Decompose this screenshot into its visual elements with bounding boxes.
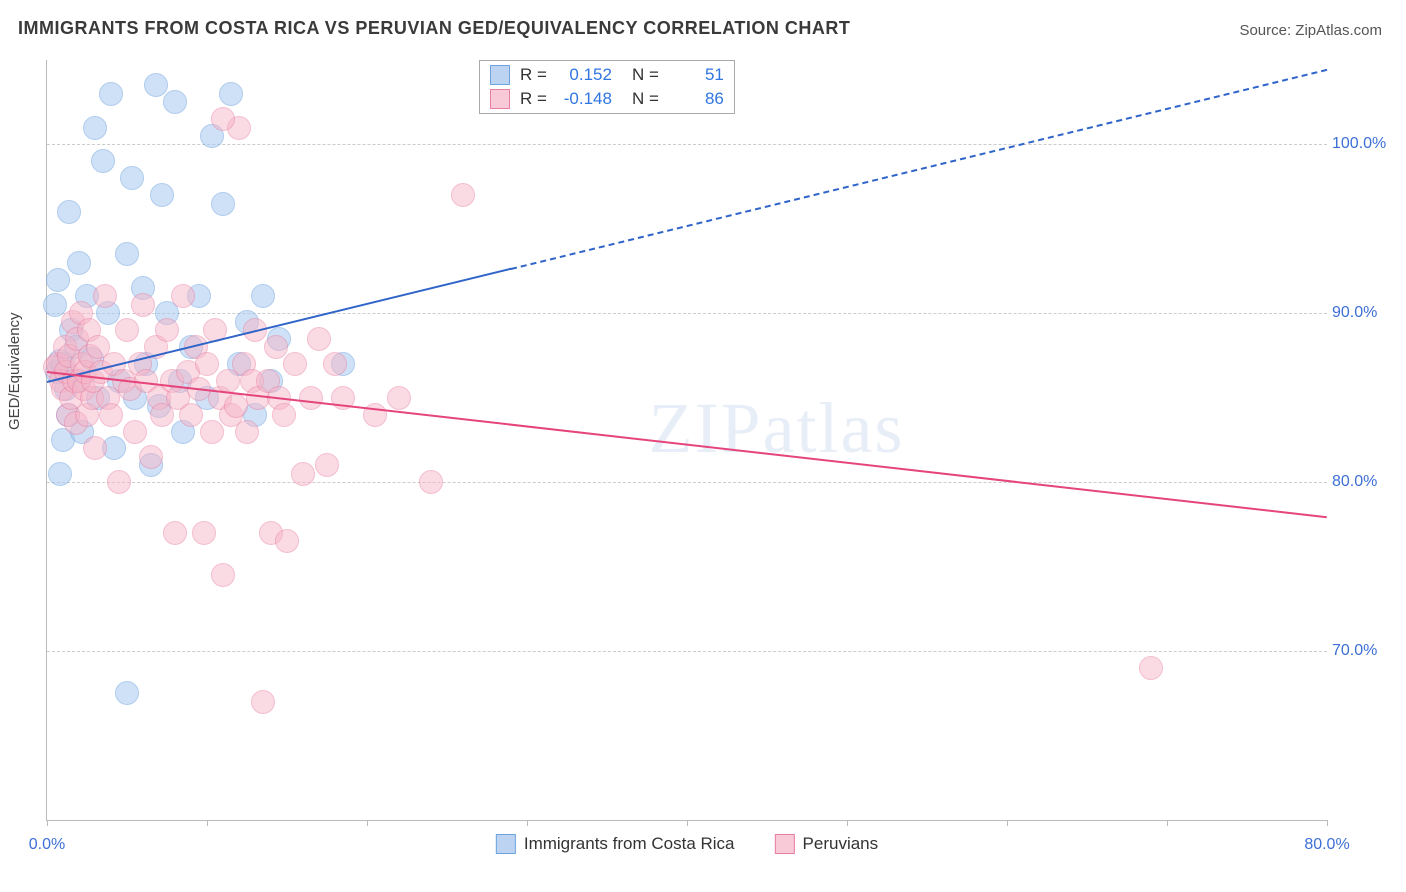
data-point-costa_rica <box>57 200 81 224</box>
data-point-peruvians <box>155 318 179 342</box>
x-tick <box>367 820 368 826</box>
data-point-costa_rica <box>211 192 235 216</box>
data-point-peruvians <box>131 293 155 317</box>
x-tick-label: 0.0% <box>29 836 65 854</box>
data-point-peruvians <box>251 690 275 714</box>
x-tick <box>47 820 48 826</box>
data-point-peruvians <box>211 107 235 131</box>
data-point-costa_rica <box>163 90 187 114</box>
stat-n-label: N = <box>632 65 659 85</box>
source-label: Source: ZipAtlas.com <box>1239 22 1382 39</box>
data-point-peruvians <box>192 521 216 545</box>
data-point-peruvians <box>171 284 195 308</box>
data-point-peruvians <box>107 470 131 494</box>
y-tick-label: 100.0% <box>1332 135 1402 153</box>
stat-n-value: 51 <box>669 65 724 85</box>
data-point-peruvians <box>163 521 187 545</box>
data-point-peruvians <box>264 335 288 359</box>
data-point-costa_rica <box>115 681 139 705</box>
data-point-costa_rica <box>120 166 144 190</box>
data-point-costa_rica <box>67 251 91 275</box>
data-point-peruvians <box>235 420 259 444</box>
y-tick-label: 70.0% <box>1332 642 1402 660</box>
data-point-peruvians <box>291 462 315 486</box>
gridline-h <box>47 651 1327 652</box>
data-point-peruvians <box>200 420 224 444</box>
chart-title: IMMIGRANTS FROM COSTA RICA VS PERUVIAN G… <box>18 18 850 39</box>
gridline-h <box>47 482 1327 483</box>
data-point-peruvians <box>451 183 475 207</box>
correlation-stats-box: R = 0.152 N = 51 R = -0.148 N = 86 <box>479 60 735 114</box>
data-point-costa_rica <box>251 284 275 308</box>
data-point-peruvians <box>323 352 347 376</box>
data-point-costa_rica <box>48 462 72 486</box>
x-tick <box>1327 820 1328 826</box>
data-point-peruvians <box>272 403 296 427</box>
swatch-costa_rica <box>490 65 510 85</box>
y-tick-label: 90.0% <box>1332 304 1402 322</box>
legend-swatch-peruvians <box>775 834 795 854</box>
x-tick <box>207 820 208 826</box>
data-point-peruvians <box>275 529 299 553</box>
legend-item-costa_rica: Immigrants from Costa Rica <box>496 834 735 854</box>
data-point-peruvians <box>315 453 339 477</box>
bottom-legend: Immigrants from Costa Rica Peruvians <box>496 834 878 854</box>
data-point-costa_rica <box>115 242 139 266</box>
data-point-costa_rica <box>91 149 115 173</box>
stat-n-value: 86 <box>669 89 724 109</box>
data-point-peruvians <box>299 386 323 410</box>
legend-item-peruvians: Peruvians <box>775 834 879 854</box>
stat-r-label: R = <box>520 65 547 85</box>
data-point-peruvians <box>363 403 387 427</box>
data-point-peruvians <box>387 386 411 410</box>
data-point-peruvians <box>123 420 147 444</box>
swatch-peruvians <box>490 89 510 109</box>
data-point-peruvians <box>179 403 203 427</box>
data-point-peruvians <box>307 327 331 351</box>
gridline-h <box>47 144 1327 145</box>
trend-line <box>47 371 1327 518</box>
stat-r-label: R = <box>520 89 547 109</box>
watermark: ZIPatlas <box>649 387 905 470</box>
x-tick-label: 80.0% <box>1304 836 1349 854</box>
stats-row-costa_rica: R = 0.152 N = 51 <box>480 63 734 87</box>
legend-swatch-costa_rica <box>496 834 516 854</box>
y-axis-label: GED/Equivalency <box>6 312 23 430</box>
legend-label: Peruvians <box>803 834 879 854</box>
x-tick <box>687 820 688 826</box>
plot-area: ZIPatlas R =0.152N =51R =-0.148N =86 Imm… <box>46 60 1327 821</box>
data-point-peruvians <box>1139 656 1163 680</box>
data-point-peruvians <box>93 284 117 308</box>
stat-n-label: N = <box>632 89 659 109</box>
stat-r-value: 0.152 <box>557 65 612 85</box>
x-tick <box>1167 820 1168 826</box>
stat-r-value: -0.148 <box>557 89 612 109</box>
data-point-costa_rica <box>144 73 168 97</box>
data-point-costa_rica <box>150 183 174 207</box>
data-point-peruvians <box>211 563 235 587</box>
x-tick <box>847 820 848 826</box>
data-point-peruvians <box>283 352 307 376</box>
data-point-peruvians <box>115 318 139 342</box>
data-point-peruvians <box>195 352 219 376</box>
data-point-costa_rica <box>83 116 107 140</box>
data-point-peruvians <box>83 436 107 460</box>
x-tick <box>1007 820 1008 826</box>
data-point-peruvians <box>224 394 248 418</box>
data-point-costa_rica <box>99 82 123 106</box>
data-point-costa_rica <box>219 82 243 106</box>
data-point-peruvians <box>419 470 443 494</box>
stats-row-peruvians: R = -0.148 N = 86 <box>480 87 734 111</box>
x-tick <box>527 820 528 826</box>
data-point-peruvians <box>99 403 123 427</box>
data-point-peruvians <box>139 445 163 469</box>
y-tick-label: 80.0% <box>1332 473 1402 491</box>
legend-label: Immigrants from Costa Rica <box>524 834 735 854</box>
data-point-costa_rica <box>46 268 70 292</box>
